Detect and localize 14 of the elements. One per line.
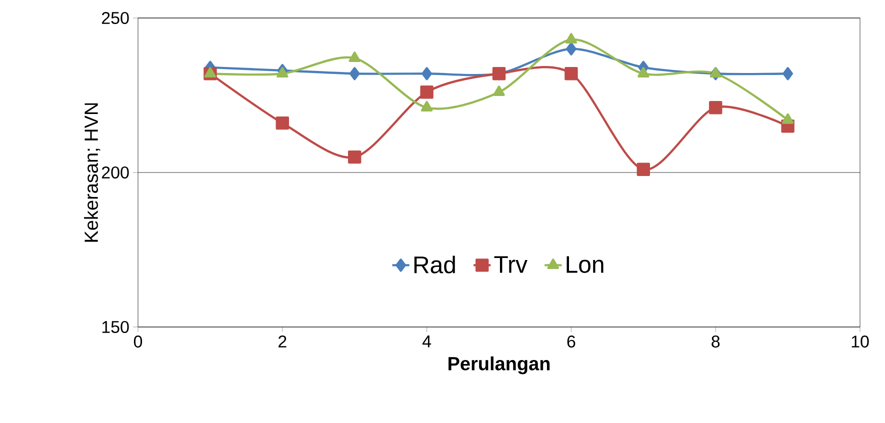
x-tick-label: 10 <box>852 336 869 348</box>
x-tick-label: 0 <box>134 336 142 348</box>
x-tick-label: 2 <box>278 336 286 348</box>
y-tick-label: 200 <box>102 166 129 179</box>
legend-label: Rad <box>414 256 455 274</box>
y-tick-label: 250 <box>102 12 129 24</box>
y-tick-label: 150 <box>102 320 129 334</box>
y-axis-title: Kekerasan; HVN <box>84 103 100 242</box>
x-tick-label: 8 <box>712 336 720 348</box>
x-tick-label: 6 <box>567 336 576 348</box>
x-tick-label: 4 <box>422 336 432 348</box>
legend-label: Lon <box>566 256 604 273</box>
legend-label: Trv <box>494 256 528 273</box>
x-axis-title: Perulangan <box>448 356 550 374</box>
